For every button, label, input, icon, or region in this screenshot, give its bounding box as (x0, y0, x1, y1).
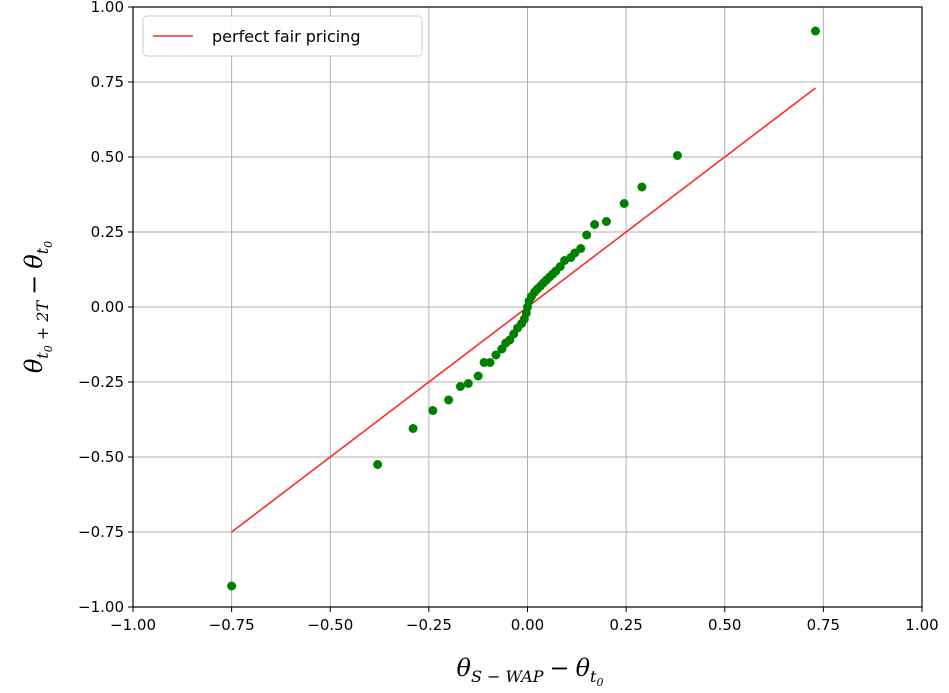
y-tick-label: 0.75 (91, 73, 124, 91)
y-axis-label-sub-rest: + 2T (33, 300, 52, 346)
x-axis-label-subsub2: 0 (596, 676, 603, 689)
scatter-point (590, 220, 600, 229)
y-axis-label: θt0 + 2T−θt0 (20, 241, 55, 373)
ticks: −1.00 −0.75 −0.50 −0.25 0.00 0.25 0.50 0.75 1.00… (78, 0, 939, 634)
scatter-point (637, 182, 647, 192)
x-tick-label: −0.25 (406, 616, 452, 634)
scatter-point (463, 379, 473, 388)
scatter-point (455, 382, 465, 391)
y-tick-label: 0.25 (91, 223, 124, 241)
scatter-point (672, 151, 682, 160)
x-axis-label-sub: S − WAP (471, 667, 544, 686)
x-axis-label-sub2: t (590, 667, 597, 686)
data-layer (227, 26, 820, 591)
legend-box (142, 15, 423, 57)
scatter-point (408, 424, 418, 433)
y-axis-label-sub-sub: 0 (42, 345, 55, 352)
x-tick-label: −0.75 (209, 616, 255, 634)
x-axis-label-base2: θ (576, 654, 591, 682)
y-axis-label-minus: − (20, 275, 48, 295)
scatter-point (601, 217, 611, 226)
y-tick-label: −0.50 (78, 448, 124, 466)
y-tick-label: 1.00 (91, 0, 124, 16)
y-axis-label-subsub2: 0 (42, 241, 55, 248)
scatter-point (473, 371, 483, 381)
legend-label: perfect fair pricing (212, 27, 360, 46)
y-tick-label: −0.25 (78, 373, 124, 391)
scatter-point (428, 406, 438, 415)
y-tick-label: 0.00 (91, 298, 124, 316)
y-axis-label-base: θ (20, 358, 48, 373)
x-tick-label: 0.50 (708, 616, 741, 634)
scatter-point (582, 230, 592, 240)
x-tick-label: 0.00 (511, 616, 544, 634)
y-axis-label-sub-main: t (33, 352, 52, 359)
y-axis-label-sub2: t (33, 247, 52, 254)
x-axis-label-minus: − (549, 654, 569, 682)
x-tick-label: 0.75 (807, 616, 840, 634)
scatter-point (619, 199, 629, 208)
y-axis-label-base2: θ (20, 254, 48, 269)
scatter-point (810, 26, 820, 36)
scatter-point (491, 350, 501, 360)
legend: perfect fair pricing (142, 15, 423, 57)
x-axis-label: θS − WAP − θt0 (457, 654, 604, 689)
scatter-point (576, 244, 586, 253)
scatter-point (485, 358, 495, 367)
x-tick-label: 1.00 (905, 616, 938, 634)
x-tick-label: 0.25 (609, 616, 642, 634)
scatter-point (373, 460, 383, 469)
x-tick-label: −1.00 (110, 616, 156, 634)
y-tick-label: 0.50 (91, 148, 124, 166)
scatter-point (444, 395, 454, 405)
y-tick-label: −1.00 (78, 598, 124, 616)
scatter-point (227, 581, 237, 591)
x-axis-label-base: θ (457, 654, 472, 682)
x-tick-label: −0.50 (307, 616, 353, 634)
y-tick-label: −0.75 (78, 523, 124, 541)
